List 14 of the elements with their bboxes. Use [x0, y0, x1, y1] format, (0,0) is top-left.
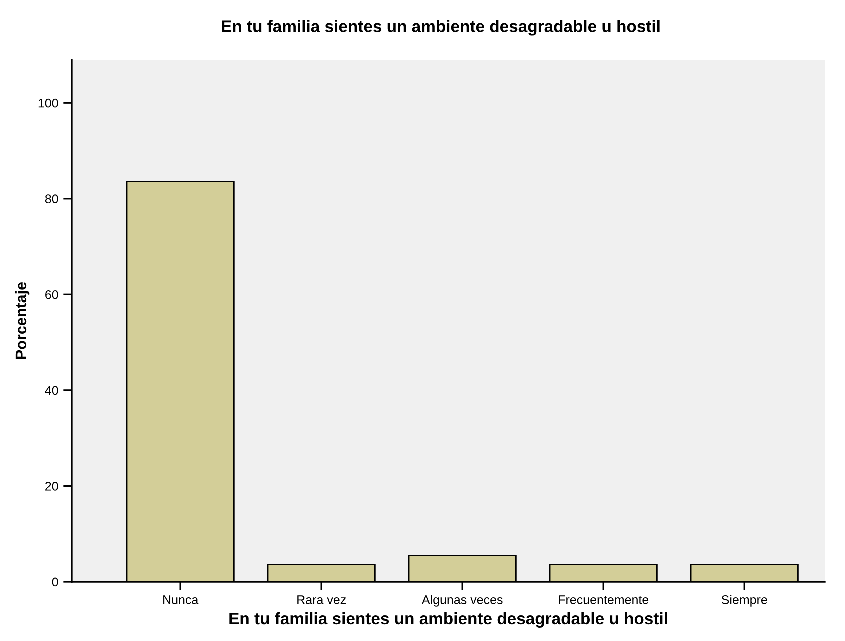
x-tick-label: Rara vez	[298, 596, 346, 604]
y-tick-label: 100	[38, 98, 58, 108]
x-tick-label: Nunca	[164, 596, 199, 604]
chart-title: En tu familia sientes un ambiente desagradable u hostil	[222, 20, 660, 36]
y-axis-title: Porcentaje	[15, 282, 30, 360]
y-tick-label: 20	[46, 482, 58, 491]
x-tick-label: Siempre	[722, 595, 768, 607]
y-tick-label: 80	[45, 194, 58, 204]
y-tick-label: 60	[46, 290, 58, 300]
y-tick-label: 0	[52, 578, 58, 587]
y-tick-label: 40	[45, 386, 58, 396]
x-tick-label: Frecuentemente	[559, 596, 649, 604]
x-axis-title: En tu familia sientes un ambiente desagradable u hostil	[230, 612, 668, 628]
x-tick-label: Algunas veces	[422, 595, 503, 607]
